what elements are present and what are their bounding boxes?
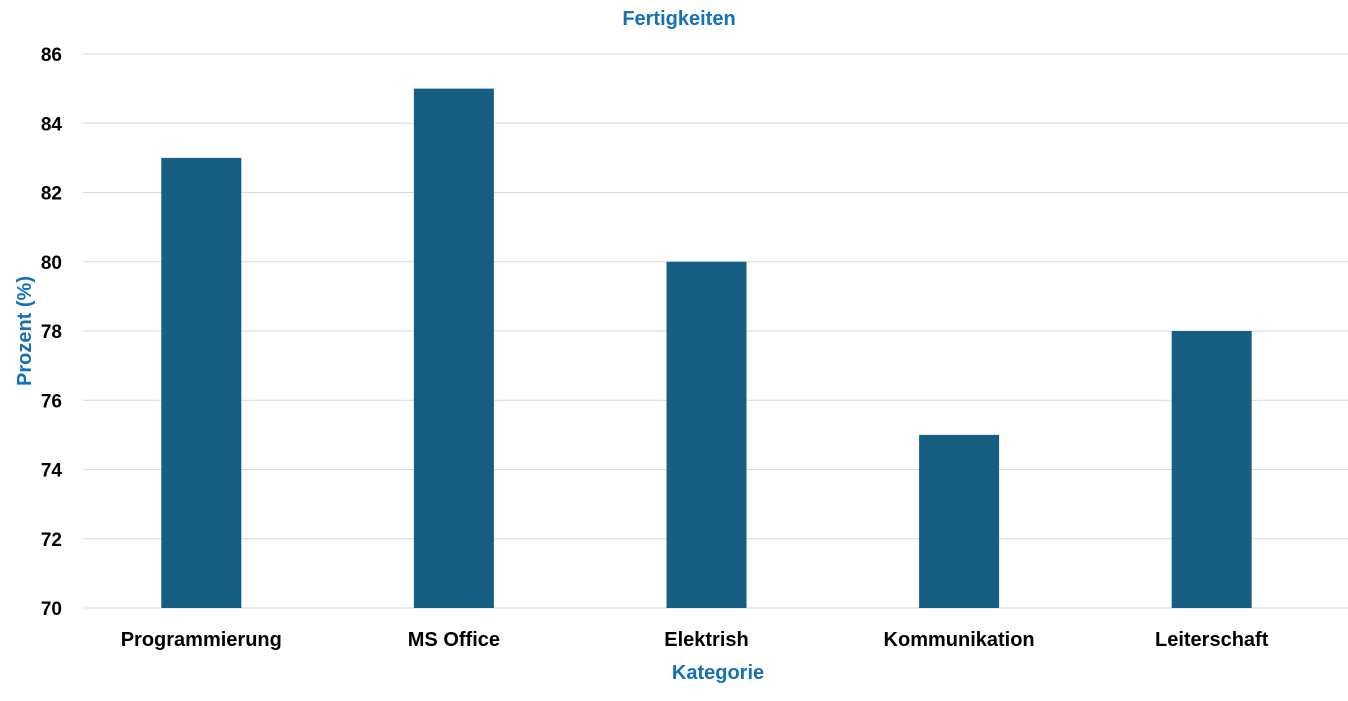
y-tick-label: 78 (41, 322, 62, 343)
x-category-label: Programmierung (121, 629, 282, 651)
x-category-label: Elektrish (664, 629, 748, 651)
y-axis-ticks: 70 72 74 76 78 80 82 84 86 (41, 45, 63, 620)
x-axis-title: Kategorie (672, 662, 764, 684)
x-category-label: MS Office (408, 629, 500, 651)
bar (919, 434, 1000, 608)
y-tick-label: 76 (41, 391, 62, 412)
chart-title: Fertigkeiten (622, 8, 735, 30)
x-axis-categories: Programmierung MS Office Elektrish Kommunik… (121, 629, 1269, 651)
y-tick-label: 86 (41, 45, 62, 66)
bar (666, 261, 747, 608)
y-tick-label: 72 (41, 530, 62, 551)
y-tick-label: 80 (41, 253, 62, 274)
bar (161, 157, 242, 608)
bar (1171, 331, 1252, 608)
y-tick-label: 82 (41, 184, 62, 205)
bar (413, 88, 494, 608)
x-category-label: Leiterschaft (1155, 629, 1269, 651)
x-category-label: Kommunikation (884, 629, 1035, 651)
bars (161, 88, 1252, 608)
y-axis-title: Prozent (%) (14, 276, 36, 386)
y-tick-label: 70 (41, 599, 62, 620)
y-tick-label: 74 (41, 461, 63, 482)
y-tick-label: 84 (41, 114, 63, 135)
